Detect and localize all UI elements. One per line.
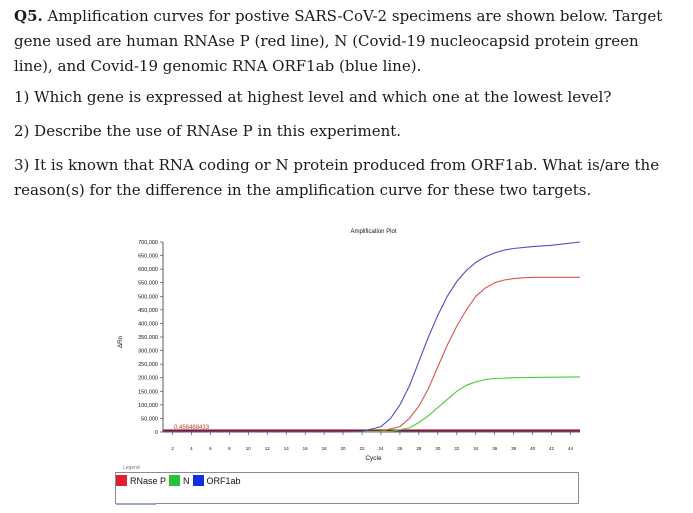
x-tick-label: 28 xyxy=(416,446,422,451)
y-tick-label: 50,000 xyxy=(141,416,158,422)
legend-scrollbar[interactable] xyxy=(116,503,156,505)
chart-title: Amplification Plot xyxy=(350,229,396,235)
legend-swatch xyxy=(116,475,127,486)
x-tick-label: 36 xyxy=(492,446,498,451)
legend-title: Legend xyxy=(121,465,142,471)
x-axis-label: Cycle xyxy=(365,455,382,462)
y-tick-label: 150,000 xyxy=(138,389,158,395)
question-intro-text: Amplification curves for postive SARS-Co… xyxy=(14,7,663,75)
x-tick-label: 20 xyxy=(341,446,347,451)
y-tick-label: 650,000 xyxy=(138,254,158,260)
x-tick-label: 14 xyxy=(284,446,290,451)
y-tick-label: 300,000 xyxy=(138,349,158,355)
y-tick-label: 600,000 xyxy=(138,267,158,273)
x-tick-label: 42 xyxy=(549,446,555,451)
y-tick-label: 350,000 xyxy=(138,335,158,341)
x-tick-label: 8 xyxy=(228,446,231,451)
legend-entry: RNase P xyxy=(116,475,166,486)
y-tick-label: 250,000 xyxy=(138,362,158,368)
legend-label: N xyxy=(183,475,190,486)
question-item-1: 1) Which gene is expressed at highest le… xyxy=(14,88,612,106)
x-tick-label: 38 xyxy=(511,446,517,451)
series-line-rnase-p xyxy=(163,276,580,433)
legend-entry: N xyxy=(169,475,190,486)
x-tick-label: 18 xyxy=(322,446,328,451)
question-intro: Q5. Amplification curves for postive SAR… xyxy=(14,4,682,79)
legend-label: RNase P xyxy=(130,475,167,486)
y-axis-label: ΔRn xyxy=(118,336,124,348)
y-tick-label: 0 xyxy=(155,430,158,436)
x-tick-label: 16 xyxy=(303,446,309,451)
legend-label: ORF1ab xyxy=(206,475,241,486)
question-text: Q5. Amplification curves for postive SAR… xyxy=(14,4,682,212)
x-tick-label: 6 xyxy=(209,446,212,451)
series-line-n xyxy=(163,376,581,433)
question-number: Q5. xyxy=(14,7,43,25)
x-tick-label: 40 xyxy=(530,446,536,451)
x-tick-label: 10 xyxy=(246,446,252,451)
legend-entry: ORF1ab xyxy=(192,475,241,486)
x-tick-label: 24 xyxy=(378,446,384,451)
x-tick-label: 2 xyxy=(171,446,174,451)
question-item-2: 2) Describe the use of RNAse P in this e… xyxy=(14,122,402,140)
x-tick-label: 4 xyxy=(190,446,193,451)
x-tick-label: 44 xyxy=(568,446,574,451)
question-item-3: 3) It is known that RNA coding or N prot… xyxy=(14,156,660,199)
x-tick-label: 30 xyxy=(435,446,441,451)
x-tick-label: 34 xyxy=(473,446,479,451)
legend-box xyxy=(115,472,579,504)
x-tick-label: 26 xyxy=(397,446,403,451)
legend-items: RNase P N ORF1ab xyxy=(116,474,244,487)
x-tick-label: 32 xyxy=(454,446,460,451)
y-tick-label: 700,000 xyxy=(138,240,158,246)
y-tick-label: 100,000 xyxy=(138,403,158,409)
threshold-value-label: 0.456468433 xyxy=(174,425,210,431)
x-tick-label: 22 xyxy=(360,446,366,451)
legend-swatch xyxy=(192,475,204,486)
y-tick-label: 400,000 xyxy=(138,321,158,327)
y-tick-label: 550,000 xyxy=(138,281,158,287)
legend-swatch xyxy=(169,475,181,486)
x-tick-label: 12 xyxy=(265,446,271,451)
series-line-orf1ab xyxy=(163,241,581,433)
y-tick-label: 500,000 xyxy=(138,294,158,300)
y-tick-label: 200,000 xyxy=(138,376,158,382)
y-tick-label: 450,000 xyxy=(138,308,158,314)
